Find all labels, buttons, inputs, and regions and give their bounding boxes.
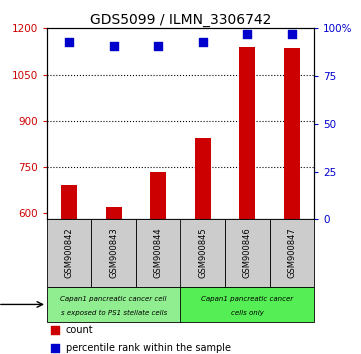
Bar (61, 185, 77, 219)
Bar (47, 219, 91, 287)
Point (52, 345, 58, 350)
Bar (91, 219, 136, 287)
Text: GSM900842: GSM900842 (65, 228, 74, 279)
Text: GSM900845: GSM900845 (198, 228, 207, 279)
Text: GSM900844: GSM900844 (154, 228, 163, 279)
Point (200, 39, 206, 45)
Bar (47, 287, 180, 322)
Text: s exposed to PS1 stellate cells: s exposed to PS1 stellate cells (61, 310, 167, 316)
Bar (270, 219, 314, 287)
Bar (180, 287, 314, 322)
Text: percentile rank within the sample: percentile rank within the sample (66, 343, 231, 353)
Text: cells only: cells only (231, 310, 264, 316)
Bar (106, 206, 122, 219)
Text: GSM900846: GSM900846 (243, 228, 252, 279)
Point (155, 43, 161, 48)
Bar (180, 219, 225, 287)
Title: GDS5099 / ILMN_3306742: GDS5099 / ILMN_3306742 (90, 13, 271, 27)
Text: GSM900843: GSM900843 (109, 228, 118, 279)
Text: GSM900847: GSM900847 (287, 228, 296, 279)
Point (244, 31, 250, 37)
Bar (225, 219, 270, 287)
Text: Capan1 pancreatic cancer: Capan1 pancreatic cancer (201, 296, 293, 302)
Point (52, 327, 58, 333)
Bar (195, 138, 210, 219)
Bar (136, 219, 180, 287)
Bar (239, 47, 255, 219)
Point (66, 39, 72, 45)
Bar (284, 48, 300, 219)
Point (289, 31, 295, 37)
Bar (151, 172, 166, 219)
Text: Capan1 pancreatic cancer cell: Capan1 pancreatic cancer cell (60, 296, 167, 302)
Point (111, 43, 117, 48)
Text: count: count (66, 325, 93, 335)
